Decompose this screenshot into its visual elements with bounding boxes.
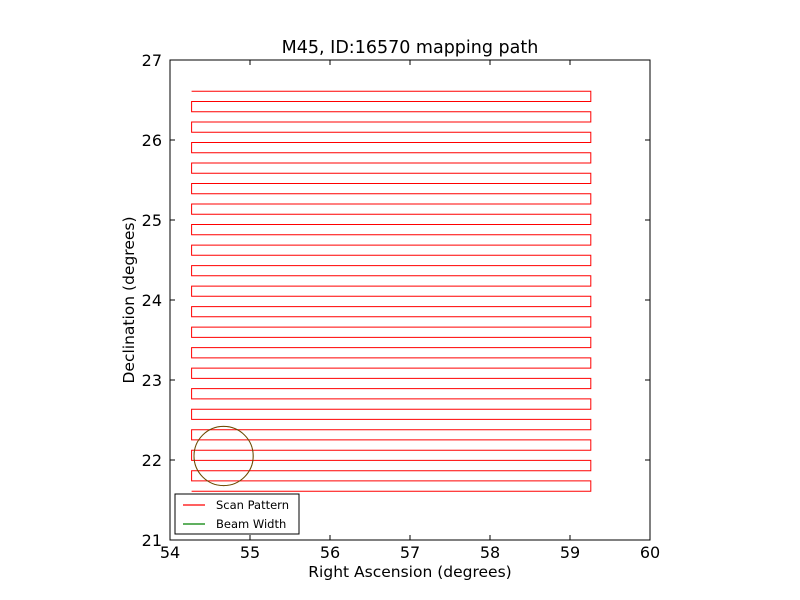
x-tick-label: 59 bbox=[560, 543, 580, 562]
chart-title: M45, ID:16570 mapping path bbox=[282, 38, 539, 58]
legend-box bbox=[174, 493, 300, 535]
y-tick-label: 25 bbox=[142, 211, 162, 230]
x-tick-label: 60 bbox=[640, 543, 660, 562]
legend-label-scan-pattern: Scan Pattern bbox=[216, 498, 289, 512]
x-axis-label: Right Ascension (degrees) bbox=[308, 563, 511, 581]
y-tick-label: 27 bbox=[142, 51, 162, 70]
legend-label-beam-width: Beam Width bbox=[216, 517, 286, 531]
y-axis-label: Declination (degrees) bbox=[120, 216, 138, 383]
scan-pattern-series bbox=[191, 90, 592, 492]
beam-width-circle bbox=[193, 425, 254, 487]
legend: Scan Pattern Beam Width bbox=[174, 493, 300, 535]
beam-width-series bbox=[193, 425, 254, 487]
y-tick-label: 26 bbox=[142, 131, 162, 150]
y-tick-label: 22 bbox=[142, 451, 162, 470]
x-tick-label: 58 bbox=[480, 543, 500, 562]
scan-pattern-line bbox=[191, 90, 592, 492]
x-tick-label: 57 bbox=[400, 543, 420, 562]
axis-ticks: 54 55 56 57 58 59 60 21 22 23 24 25 26 27 bbox=[142, 51, 661, 562]
y-tick-label: 23 bbox=[142, 371, 162, 390]
x-tick-label: 54 bbox=[160, 543, 180, 562]
x-tick-label: 56 bbox=[320, 543, 340, 562]
y-tick-label: 24 bbox=[142, 291, 162, 310]
y-tick-label: 21 bbox=[142, 531, 162, 550]
beam-width-circle-overlay bbox=[193, 425, 254, 487]
x-tick-label: 55 bbox=[240, 543, 260, 562]
